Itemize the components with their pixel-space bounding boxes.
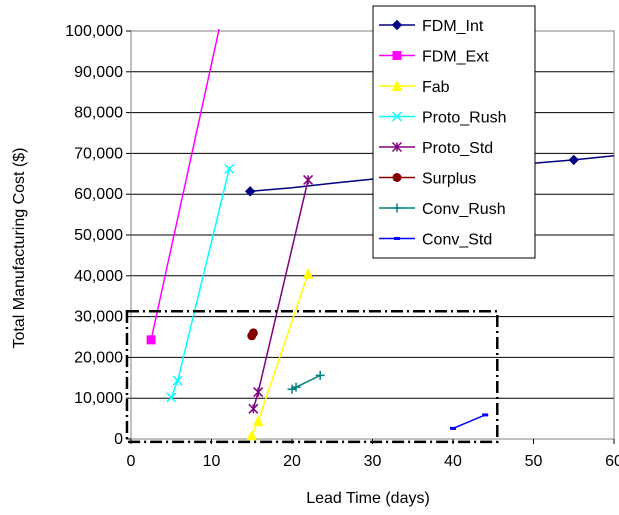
legend-marker	[391, 111, 403, 122]
legend-item-conv-std: Conv_Std	[379, 232, 492, 249]
x-tick-label: 10	[203, 453, 221, 470]
legend-label: Proto_Std	[422, 140, 493, 157]
series-conv-std	[450, 413, 489, 430]
data-point-fdm-int	[244, 186, 256, 197]
data-point-proto-rush	[224, 163, 235, 174]
legend-label: Conv_Rush	[422, 201, 506, 218]
data-point-fab	[246, 429, 258, 441]
y-tick-label: 20,000	[74, 349, 123, 366]
data-point-fab	[252, 415, 264, 427]
y-tick-label: 50,000	[74, 227, 123, 244]
legend-item-surplus: Surplus	[379, 171, 476, 188]
data-point-conv-std	[450, 426, 456, 430]
data-point-conv-rush	[315, 370, 325, 380]
legend-marker	[392, 203, 402, 213]
legend-marker	[391, 141, 403, 153]
legend-marker	[391, 19, 403, 31]
series-proto-std	[248, 174, 314, 414]
x-axis-label: Lead Time (days)	[306, 490, 430, 507]
y-tick-label: 90,000	[74, 64, 123, 81]
series-conv-rush	[287, 370, 325, 394]
series-surplus	[247, 328, 258, 341]
data-point-fdm-int	[568, 154, 579, 166]
data-point-proto-std	[248, 403, 259, 414]
data-point-fab	[302, 268, 314, 279]
y-tick-label: 60,000	[74, 186, 123, 203]
data-point-proto-std	[303, 174, 314, 185]
legend-item-fdm-ext: FDM_Ext	[379, 49, 489, 66]
data-point-conv-rush	[287, 384, 297, 394]
y-tick-label: 70,000	[74, 145, 123, 162]
y-tick-label: 80,000	[74, 105, 123, 122]
legend-marker	[392, 51, 402, 60]
x-tick-label: 40	[444, 453, 462, 470]
legend-label: Fab	[422, 79, 450, 96]
legend: FDM_Int FDM_Ext Fab Proto_Rush Proto_Std Surp…	[372, 5, 536, 259]
legend-box	[372, 5, 536, 259]
data-point-conv-rush	[291, 382, 301, 392]
series-fdm-ext	[146, 29, 220, 345]
data-point-proto-std	[253, 387, 264, 398]
legend-item-proto-rush: Proto_Rush	[379, 110, 507, 127]
data-point-proto-rush	[172, 375, 183, 386]
legend-marker	[394, 237, 400, 240]
legend-marker	[391, 80, 403, 91]
y-tick-label: 40,000	[74, 268, 123, 285]
series-line-fdm-ext	[150, 29, 220, 341]
x-tick-label: 20	[283, 453, 301, 470]
y-tick-label: 0	[114, 431, 123, 448]
legend-label: Conv_Std	[422, 232, 492, 249]
x-tick-label: 60	[605, 453, 619, 470]
y-tick-label: 100,000	[65, 23, 123, 40]
series-line-proto-std	[252, 179, 309, 410]
legend-item-fab: Fab	[379, 79, 450, 96]
series-line-proto-rush	[170, 168, 230, 398]
y-axis: 0 10,000 20,000 30,000 40,000 50,000 60,000 70,…	[65, 23, 131, 448]
x-tick-label: 0	[127, 453, 136, 470]
series-proto-rush	[166, 163, 235, 403]
y-axis-label: Total Manufacturing Cost ($)	[11, 148, 28, 349]
x-tick-label: 30	[364, 453, 382, 470]
y-tick-label: 30,000	[74, 309, 123, 326]
data-point-fdm-ext	[146, 335, 156, 345]
legend-label: Surplus	[422, 171, 476, 188]
legend-item-fdm-int: FDM_Int	[379, 18, 484, 35]
legend-label: Proto_Rush	[422, 110, 507, 127]
legend-label: FDM_Int	[422, 18, 484, 35]
x-axis: 0 10 20 30 40 50 60	[127, 439, 619, 470]
legend-marker	[392, 173, 402, 182]
series-fab	[246, 268, 314, 441]
data-point-proto-rush	[166, 392, 177, 403]
legend-item-conv-rush: Conv_Rush	[379, 201, 506, 218]
series-layer	[146, 29, 615, 441]
legend-item-proto-std: Proto_Std	[379, 140, 493, 157]
x-tick-label: 50	[525, 453, 543, 470]
series-line-conv-std	[452, 414, 486, 430]
data-point-surplus	[248, 328, 258, 338]
data-point-conv-std	[482, 413, 489, 417]
y-tick-label: 10,000	[74, 390, 123, 407]
legend-label: FDM_Ext	[422, 49, 489, 66]
highlight-box	[125, 310, 499, 444]
